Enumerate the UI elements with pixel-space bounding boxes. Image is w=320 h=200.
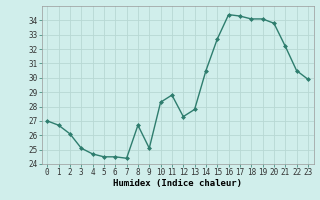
X-axis label: Humidex (Indice chaleur): Humidex (Indice chaleur) — [113, 179, 242, 188]
